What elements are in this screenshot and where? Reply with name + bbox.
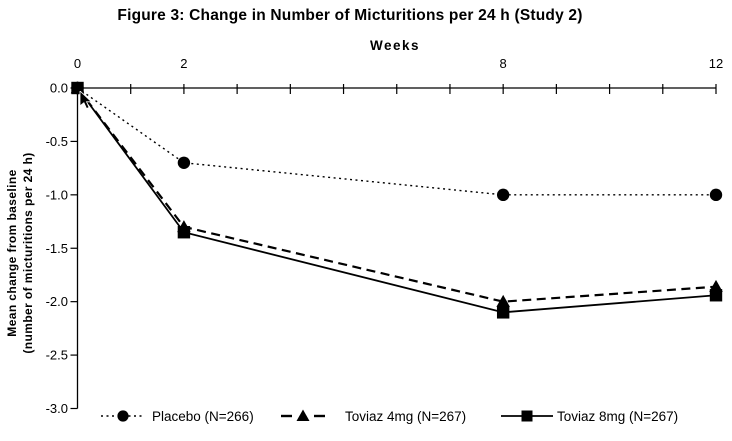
data-point-square [496, 306, 510, 319]
legend-item-toviaz-4mg: Toviaz 4mg (N=267) [281, 407, 466, 425]
y-axis-title-line-2: (number of micturitions per 24 h) [21, 152, 35, 354]
legend-marker-toviaz-8mg-icon [501, 410, 553, 422]
x-axis-title: Weeks [369, 38, 421, 53]
y-tick-label: -2.0 [46, 294, 68, 309]
y-tick-label: -0.5 [46, 134, 68, 149]
legend-item-toviaz-8mg: Toviaz 8mg (N=267) [501, 407, 678, 425]
series-line [77, 87, 716, 196]
legend-label-placebo: Placebo (N=266) [152, 408, 254, 424]
data-point-square [709, 289, 723, 302]
data-point-circle [177, 156, 191, 169]
legend-marker-toviaz-4mg-icon [281, 409, 325, 421]
y-axis-title: Mean change from baseline (number of mic… [4, 143, 38, 363]
mouse-cursor-icon [79, 91, 93, 110]
series-line [76, 87, 717, 303]
y-tick-label: -3.0 [46, 401, 68, 416]
x-tick-label: 0 [74, 56, 81, 71]
axis-lines [76, 87, 716, 409]
data-point-circle [709, 188, 723, 202]
y-tick-label: -2.5 [46, 348, 68, 363]
chart-title: Figure 3: Change in Number of Micturitio… [117, 7, 583, 24]
y-tick-label: -1.5 [46, 241, 68, 256]
legend-marker-placebo-icon [101, 410, 145, 422]
x-tick-label: 12 [709, 56, 723, 71]
legend-item-placebo: Placebo (N=266) [100, 407, 254, 425]
chart-legend: Placebo (N=266) Toviaz 4mg (N=267) Tovia… [0, 405, 732, 431]
data-point-triangle [709, 279, 723, 292]
legend-label-toviaz-4mg: Toviaz 4mg (N=267) [345, 408, 467, 424]
y-tick-label: -1.0 [46, 187, 68, 202]
x-tick-label: 2 [180, 56, 187, 71]
data-point-square [177, 226, 191, 239]
y-axis-title-line-1: Mean change from baseline [5, 169, 19, 337]
legend-label-toviaz-8mg: Toviaz 8mg (N=267) [557, 408, 679, 424]
data-point-triangle [496, 294, 510, 307]
data-point-circle [496, 188, 510, 202]
y-tick-label: 0.0 [50, 81, 68, 96]
series-line [76, 87, 717, 314]
x-tick-label: 8 [500, 56, 507, 71]
